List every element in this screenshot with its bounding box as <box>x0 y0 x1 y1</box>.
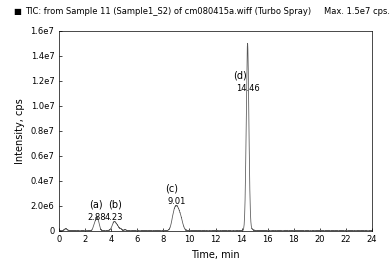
Text: 4.23: 4.23 <box>105 213 123 222</box>
X-axis label: Time, min: Time, min <box>191 250 240 260</box>
Text: 9.01: 9.01 <box>167 197 186 206</box>
Text: (b): (b) <box>108 199 122 210</box>
Text: TIC: from Sample 11 (Sample1_S2) of cm080415a.wiff (Turbo Spray): TIC: from Sample 11 (Sample1_S2) of cm08… <box>25 7 312 16</box>
Text: 14.46: 14.46 <box>236 84 260 93</box>
Text: (c): (c) <box>165 184 178 194</box>
Text: (a): (a) <box>89 199 103 210</box>
Text: Max. 1.5e7 cps.: Max. 1.5e7 cps. <box>324 7 390 16</box>
Text: ■: ■ <box>14 7 22 16</box>
Text: 2.88: 2.88 <box>87 213 106 222</box>
Text: (d): (d) <box>233 70 247 80</box>
Y-axis label: Intensity, cps: Intensity, cps <box>15 98 25 164</box>
